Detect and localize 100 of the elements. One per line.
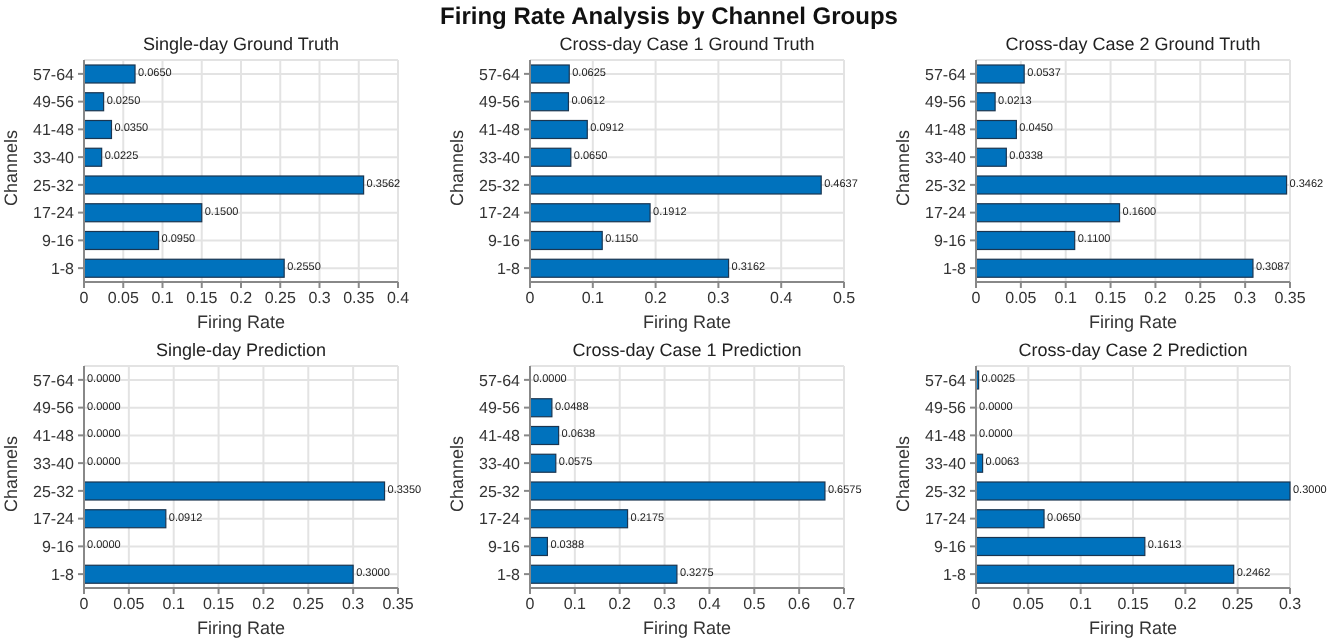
- x-tick-label: 0.4: [770, 289, 794, 308]
- bar: [83, 203, 203, 223]
- bar: [529, 258, 730, 278]
- y-tick-label: 41-48: [479, 121, 522, 140]
- y-tick-label: 57-64: [33, 65, 76, 84]
- x-axis-title: Firing Rate: [1086, 310, 1179, 336]
- bar: [975, 230, 1076, 251]
- x-tick-label: 0.3: [1278, 595, 1303, 614]
- x-tick-label: 0.05: [113, 595, 146, 614]
- x-tick-label: 0.5: [743, 595, 767, 614]
- y-tick-label: 49-56: [33, 399, 76, 418]
- x-tick-label: 0.2: [1144, 289, 1168, 308]
- x-tick-label: 0.25: [1184, 289, 1217, 308]
- y-tick-label: 41-48: [925, 427, 968, 446]
- x-axis-title: Firing Rate: [640, 616, 733, 642]
- bar: [529, 92, 570, 112]
- bar: [83, 230, 160, 251]
- y-tick-label: 25-32: [33, 176, 76, 195]
- y-tick-label: 25-32: [479, 176, 522, 195]
- x-tick-label: 0.15: [1117, 595, 1150, 614]
- x-tick-label: 0.3: [308, 289, 332, 308]
- y-tick-label: 33-40: [33, 454, 76, 473]
- x-tick-label: 0.35: [1274, 289, 1307, 308]
- x-tick-label: 0.6: [788, 595, 812, 614]
- bar: [529, 398, 553, 418]
- bar: [83, 509, 167, 529]
- chart-title: Single-day Ground Truth: [140, 32, 342, 56]
- x-tick-label: 0.1: [162, 595, 186, 614]
- y-tick-label: 57-64: [925, 371, 968, 390]
- y-tick-label: 57-64: [479, 371, 522, 390]
- x-tick-label: 0: [79, 595, 90, 614]
- x-tick-label: 0.35: [343, 289, 376, 308]
- bar: [83, 564, 354, 584]
- x-tick-label: 0.35: [382, 595, 415, 614]
- bar: [529, 64, 570, 84]
- bar: [975, 92, 996, 112]
- bar: [529, 119, 588, 140]
- y-tick-label: 33-40: [33, 148, 76, 167]
- y-tick-label: 33-40: [925, 454, 968, 473]
- x-axis-title: Firing Rate: [194, 616, 287, 642]
- bar: [975, 536, 1146, 557]
- x-tick-label: 0.2: [608, 595, 632, 614]
- y-tick-label: 41-48: [479, 427, 522, 446]
- x-tick-label: 0: [971, 595, 982, 614]
- bar: [975, 175, 1288, 195]
- y-tick-label: 49-56: [33, 93, 76, 112]
- bar: [83, 481, 386, 501]
- bar: [529, 425, 560, 446]
- x-tick-label: 0.15: [1094, 289, 1128, 308]
- bar: [529, 564, 678, 584]
- x-tick-label: 0: [971, 289, 982, 308]
- y-tick-label: 57-64: [925, 65, 968, 84]
- y-tick-label: 49-56: [479, 93, 522, 112]
- x-tick-label: 0.1: [151, 289, 175, 308]
- y-tick-label: 33-40: [479, 454, 522, 473]
- x-tick-label: 0.7: [832, 595, 857, 614]
- y-tick-label: 9-16: [41, 232, 76, 251]
- x-tick-label: 0.15: [186, 289, 219, 308]
- y-tick-label: 1-8: [942, 259, 968, 278]
- x-tick-label: 0.25: [1222, 595, 1255, 614]
- bar: [529, 453, 557, 473]
- x-tick-label: 0.2: [1174, 595, 1198, 614]
- y-tick-label: 1-8: [496, 565, 522, 584]
- x-tick-label: 0.1: [581, 289, 606, 308]
- y-tick-label: 17-24: [925, 204, 968, 223]
- chart-title: Cross-day Case 2 Ground Truth: [1003, 32, 1263, 56]
- y-tick-label: 49-56: [925, 399, 968, 418]
- y-tick-label: 25-32: [925, 176, 968, 195]
- y-tick-label: 41-48: [33, 427, 76, 446]
- x-tick-label: 0.4: [698, 595, 722, 614]
- y-tick-label: 1-8: [496, 259, 522, 278]
- y-tick-label: 9-16: [487, 232, 522, 251]
- text: Firing Rate Analysis by Channel Groups: [440, 2, 898, 30]
- bar: [529, 147, 572, 167]
- y-tick-label: 17-24: [479, 510, 522, 529]
- y-tick-label: 17-24: [925, 510, 968, 529]
- bar: [529, 481, 826, 501]
- x-tick-label: 0.4: [386, 289, 411, 308]
- bar: [975, 564, 1235, 584]
- x-tick-label: 0.25: [292, 595, 325, 614]
- y-tick-label: 17-24: [479, 204, 522, 223]
- x-tick-label: 0.3: [653, 595, 677, 614]
- y-tick-label: 25-32: [925, 482, 968, 501]
- x-tick-label: 0.1: [1054, 289, 1078, 308]
- x-tick-label: 0: [525, 289, 536, 308]
- x-tick-label: 0.05: [1005, 289, 1038, 308]
- y-tick-label: 49-56: [479, 399, 522, 418]
- x-tick-label: 0.15: [202, 595, 236, 614]
- y-axis-title: Channels: [1, 435, 23, 513]
- bar: [83, 175, 365, 195]
- x-axis-title: Firing Rate: [640, 310, 733, 336]
- y-tick-label: 9-16: [933, 538, 968, 557]
- x-tick-label: 0.5: [832, 289, 857, 308]
- bar: [83, 119, 113, 140]
- x-tick-label: 0.05: [107, 289, 140, 308]
- bar: [975, 481, 1291, 501]
- bar: [529, 509, 629, 529]
- x-tick-label: 0.1: [563, 595, 588, 614]
- y-axis-title: Channels: [447, 435, 469, 513]
- bar: [529, 230, 603, 251]
